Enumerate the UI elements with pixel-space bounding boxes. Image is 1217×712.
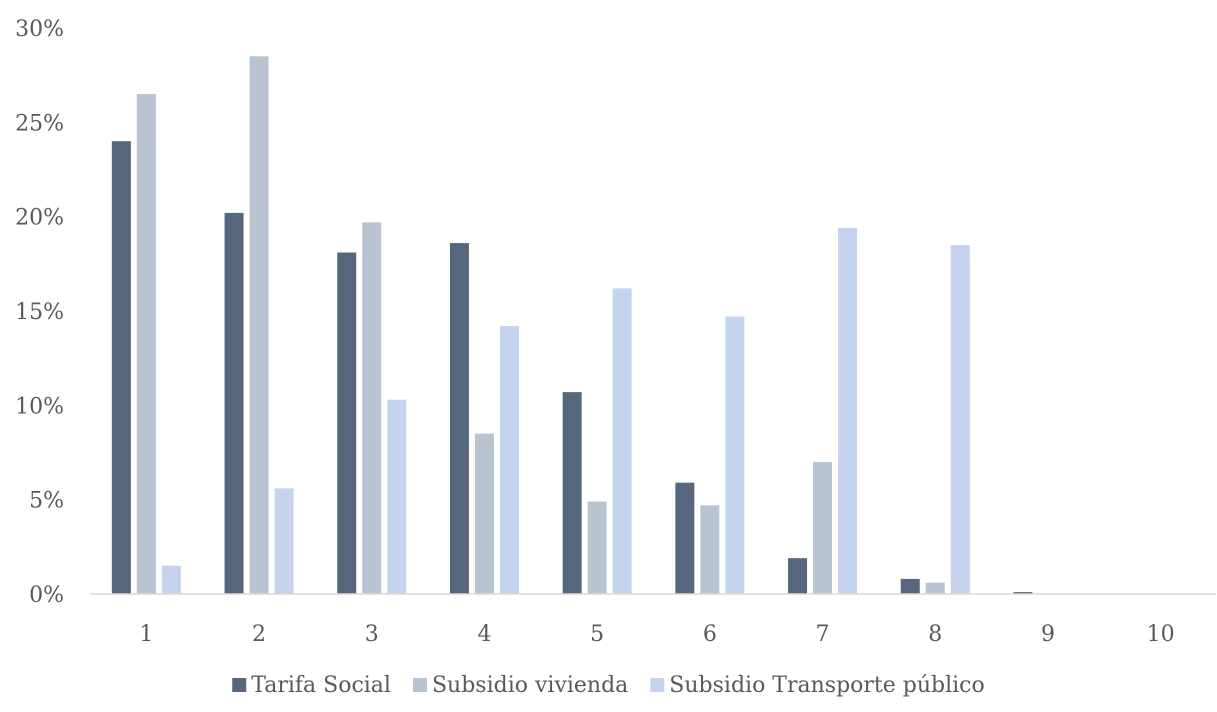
x-tick-label: 2 <box>252 622 266 647</box>
bar <box>362 222 382 594</box>
x-tick-label: 9 <box>1041 622 1055 647</box>
bar <box>813 461 833 594</box>
bar <box>788 558 808 594</box>
bar <box>675 482 695 594</box>
x-tick-label: 5 <box>590 622 604 647</box>
y-tick-label: 5% <box>29 489 64 514</box>
bar <box>838 227 858 595</box>
bar <box>1013 592 1033 594</box>
legend-swatch <box>650 678 665 692</box>
y-tick-label: 15% <box>15 300 64 325</box>
bar <box>274 488 294 594</box>
bar <box>337 252 357 594</box>
bar <box>449 243 469 594</box>
x-tick-label: 6 <box>703 622 717 647</box>
bar <box>700 505 720 594</box>
bar <box>925 582 945 594</box>
bar <box>474 433 494 594</box>
bar <box>725 316 745 594</box>
x-tick-label: 3 <box>365 622 379 647</box>
legend-swatch <box>412 678 427 692</box>
bar <box>562 392 582 594</box>
legend-label: Tarifa Social <box>251 673 391 698</box>
bar <box>224 212 244 594</box>
bar <box>136 94 156 594</box>
bar <box>900 578 920 594</box>
y-tick-label: 10% <box>15 394 64 419</box>
bar <box>161 565 181 594</box>
x-tick-label: 1 <box>139 622 153 647</box>
legend-swatch <box>232 678 247 692</box>
bar <box>950 244 970 594</box>
bar <box>499 326 519 594</box>
legend: Tarifa Social Subsidio vivienda Subsidio T… <box>232 673 985 698</box>
y-tick-label: 30% <box>15 17 64 42</box>
bars-group <box>111 56 1033 595</box>
x-axis-tick-labels: 1 2 3 4 5 6 7 8 9 10 <box>139 622 1174 647</box>
x-tick-label: 8 <box>928 622 942 647</box>
legend-label: Subsidio vivienda <box>432 673 628 698</box>
bar <box>249 56 269 595</box>
bar <box>587 501 607 594</box>
x-tick-label: 7 <box>816 622 830 647</box>
y-tick-label: 0% <box>29 583 64 608</box>
y-tick-label: 25% <box>15 111 64 136</box>
bar <box>612 288 632 594</box>
bar <box>387 399 407 594</box>
x-tick-label: 4 <box>477 622 491 647</box>
x-tick-label: 10 <box>1147 622 1175 647</box>
bar <box>111 141 131 594</box>
y-tick-label: 20% <box>15 206 64 231</box>
y-axis-tick-labels: 0% 5% 10% 15% 20% 25% 30% <box>15 17 64 608</box>
legend-label: Subsidio Transporte público <box>669 673 984 698</box>
